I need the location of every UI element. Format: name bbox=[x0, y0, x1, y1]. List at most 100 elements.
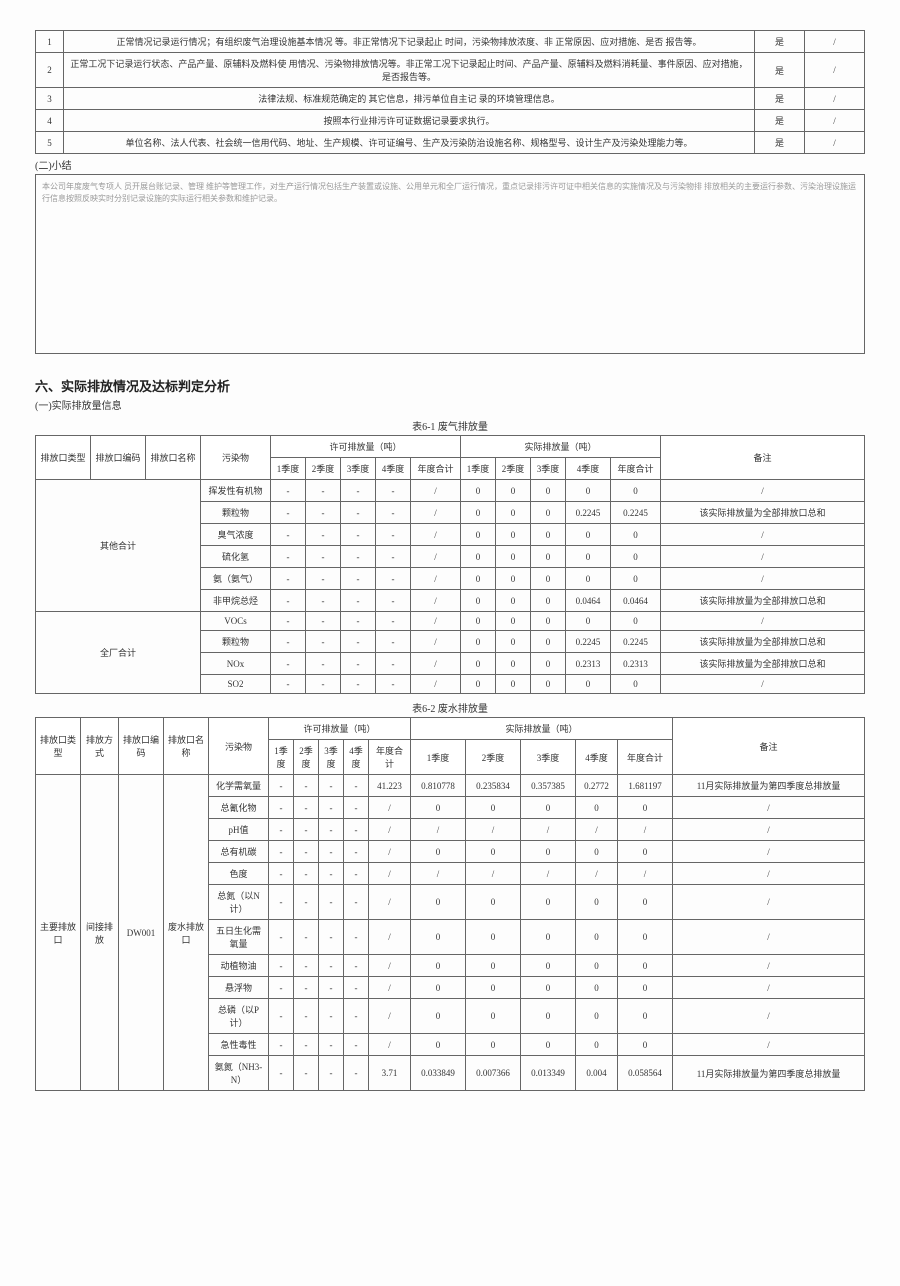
t61-actual-cell: 0 bbox=[531, 546, 566, 568]
t61-permit-cell: - bbox=[271, 631, 306, 653]
t62-h-actual: 实际排放量（吨） bbox=[411, 718, 673, 740]
top-row-desc: 按照本行业排污许可证数据记录要求执行。 bbox=[64, 110, 755, 132]
t61-permit-cell: - bbox=[271, 546, 306, 568]
t61-permit-cell: - bbox=[271, 653, 306, 675]
t62-actual-cell: / bbox=[466, 863, 521, 885]
t61-h-permit: 许可排放量（吨） bbox=[271, 436, 461, 458]
t62-permit-cell: - bbox=[269, 999, 294, 1034]
t61-pollutant: 颗粒物 bbox=[201, 631, 271, 653]
t62-actual-cell: 0 bbox=[521, 885, 576, 920]
t62-actual-cell: 0 bbox=[411, 885, 466, 920]
t62-pollutant: 氨氮（NH3-N） bbox=[209, 1056, 269, 1091]
t62-permit-cell: - bbox=[269, 885, 294, 920]
t61-remark: / bbox=[661, 568, 865, 590]
t62-permit-cell: - bbox=[269, 977, 294, 999]
t61-permit-cell: - bbox=[376, 612, 411, 631]
t62-permit-cell: - bbox=[269, 775, 294, 797]
top-row-slash: / bbox=[805, 53, 865, 88]
t62-actual-cell: 0 bbox=[618, 977, 673, 999]
t62-actual-cell: / bbox=[576, 819, 618, 841]
t61-actual-cell: 0 bbox=[461, 502, 496, 524]
t62-pollutant: 五日生化需氧量 bbox=[209, 920, 269, 955]
t61-pollutant: 颗粒物 bbox=[201, 502, 271, 524]
t61-permit-cell: - bbox=[376, 590, 411, 612]
t61-actual-cell: 0 bbox=[461, 568, 496, 590]
t62-permit-cell: - bbox=[319, 863, 344, 885]
t61-actual-cell: 0 bbox=[496, 631, 531, 653]
t62-permit-cell: - bbox=[319, 885, 344, 920]
t61-actual-cell: 0 bbox=[566, 546, 611, 568]
t61-actual-cell: 0 bbox=[531, 568, 566, 590]
t61-permit-cell: / bbox=[411, 568, 461, 590]
t61-pollutant: NOx bbox=[201, 653, 271, 675]
t62-actual-cell: 0.357385 bbox=[521, 775, 576, 797]
t61-permit-cell: - bbox=[271, 568, 306, 590]
t61-actual-cell: 0.2245 bbox=[611, 502, 661, 524]
t61-permit-cell: - bbox=[271, 675, 306, 694]
t62-pollutant: 总氮（以N计） bbox=[209, 885, 269, 920]
t61-actual-cell: 0 bbox=[611, 568, 661, 590]
t62-permit-cell: - bbox=[344, 819, 369, 841]
t61-pollutant: SO2 bbox=[201, 675, 271, 694]
top-row-slash: / bbox=[805, 88, 865, 110]
t62-actual-cell: / bbox=[576, 863, 618, 885]
t62-type: 主要排放口 bbox=[36, 775, 81, 1091]
t62-name: 废水排放口 bbox=[164, 775, 209, 1091]
t61-permit-cell: / bbox=[411, 631, 461, 653]
t62-actual-cell: 0 bbox=[618, 1034, 673, 1056]
t62-h-aq3: 3季度 bbox=[521, 740, 576, 775]
t61-actual-cell: 0.2313 bbox=[566, 653, 611, 675]
t61-h-actual: 实际排放量（吨） bbox=[461, 436, 661, 458]
t61-actual-cell: 0 bbox=[566, 568, 611, 590]
t62-actual-cell: / bbox=[411, 819, 466, 841]
top-row-slash: / bbox=[805, 31, 865, 53]
t61-actual-cell: 0 bbox=[611, 524, 661, 546]
t61-h-aq4: 4季度 bbox=[566, 458, 611, 480]
t62-permit-cell: - bbox=[319, 841, 344, 863]
t62-permit-cell: - bbox=[269, 955, 294, 977]
t61-actual-cell: 0 bbox=[461, 546, 496, 568]
t61-permit-cell: - bbox=[306, 502, 341, 524]
t61-actual-cell: 0 bbox=[461, 653, 496, 675]
t62-remark: / bbox=[673, 999, 865, 1034]
t61-permit-cell: / bbox=[411, 524, 461, 546]
t62-actual-cell: 0 bbox=[466, 999, 521, 1034]
t61-remark: 该实际排放量为全部排放口总和 bbox=[661, 590, 865, 612]
t62-h-mode: 排放方式 bbox=[81, 718, 119, 775]
t61-actual-cell: 0 bbox=[496, 546, 531, 568]
t61-permit-cell: - bbox=[376, 480, 411, 502]
top-row-idx: 4 bbox=[36, 110, 64, 132]
t62-permit-cell: - bbox=[294, 775, 319, 797]
t62-actual-cell: 0 bbox=[521, 797, 576, 819]
t61-permit-cell: - bbox=[306, 546, 341, 568]
t61-actual-cell: 0 bbox=[461, 480, 496, 502]
t61-permit-cell: / bbox=[411, 502, 461, 524]
t61-pollutant: 氨（氨气） bbox=[201, 568, 271, 590]
t61-actual-cell: 0 bbox=[531, 612, 566, 631]
t62-actual-cell: 0 bbox=[411, 920, 466, 955]
t61-permit-cell: - bbox=[341, 546, 376, 568]
t62-actual-cell: 0 bbox=[466, 1034, 521, 1056]
top-row-desc: 法律法规、标准规范确定的 其它信息，排污单位自主记 录的环境管理信息。 bbox=[64, 88, 755, 110]
t62-permit-cell: - bbox=[344, 841, 369, 863]
t61-permit-cell: - bbox=[376, 546, 411, 568]
t61-h-name: 排放口名称 bbox=[146, 436, 201, 480]
t61-remark: 该实际排放量为全部排放口总和 bbox=[661, 631, 865, 653]
t61-permit-cell: - bbox=[341, 502, 376, 524]
t62-actual-cell: 0 bbox=[411, 999, 466, 1034]
t62-h-yt: 年度合计 bbox=[369, 740, 411, 775]
t62-permit-cell: - bbox=[344, 955, 369, 977]
section-6-sub: (一)实际排放量信息 bbox=[35, 397, 865, 412]
t62-permit-cell: - bbox=[319, 1034, 344, 1056]
top-row-idx: 1 bbox=[36, 31, 64, 53]
t62-actual-cell: 0 bbox=[618, 885, 673, 920]
t61-permit-cell: - bbox=[271, 502, 306, 524]
t62-actual-cell: 0.235834 bbox=[466, 775, 521, 797]
t62-pollutant: 化学需氧量 bbox=[209, 775, 269, 797]
t62-remark: / bbox=[673, 797, 865, 819]
t61-pollutant: 臭气浓度 bbox=[201, 524, 271, 546]
top-row-idx: 5 bbox=[36, 132, 64, 154]
t62-pollutant: 急性毒性 bbox=[209, 1034, 269, 1056]
t62-h-name: 排放口名称 bbox=[164, 718, 209, 775]
t62-actual-cell: 0 bbox=[576, 1034, 618, 1056]
